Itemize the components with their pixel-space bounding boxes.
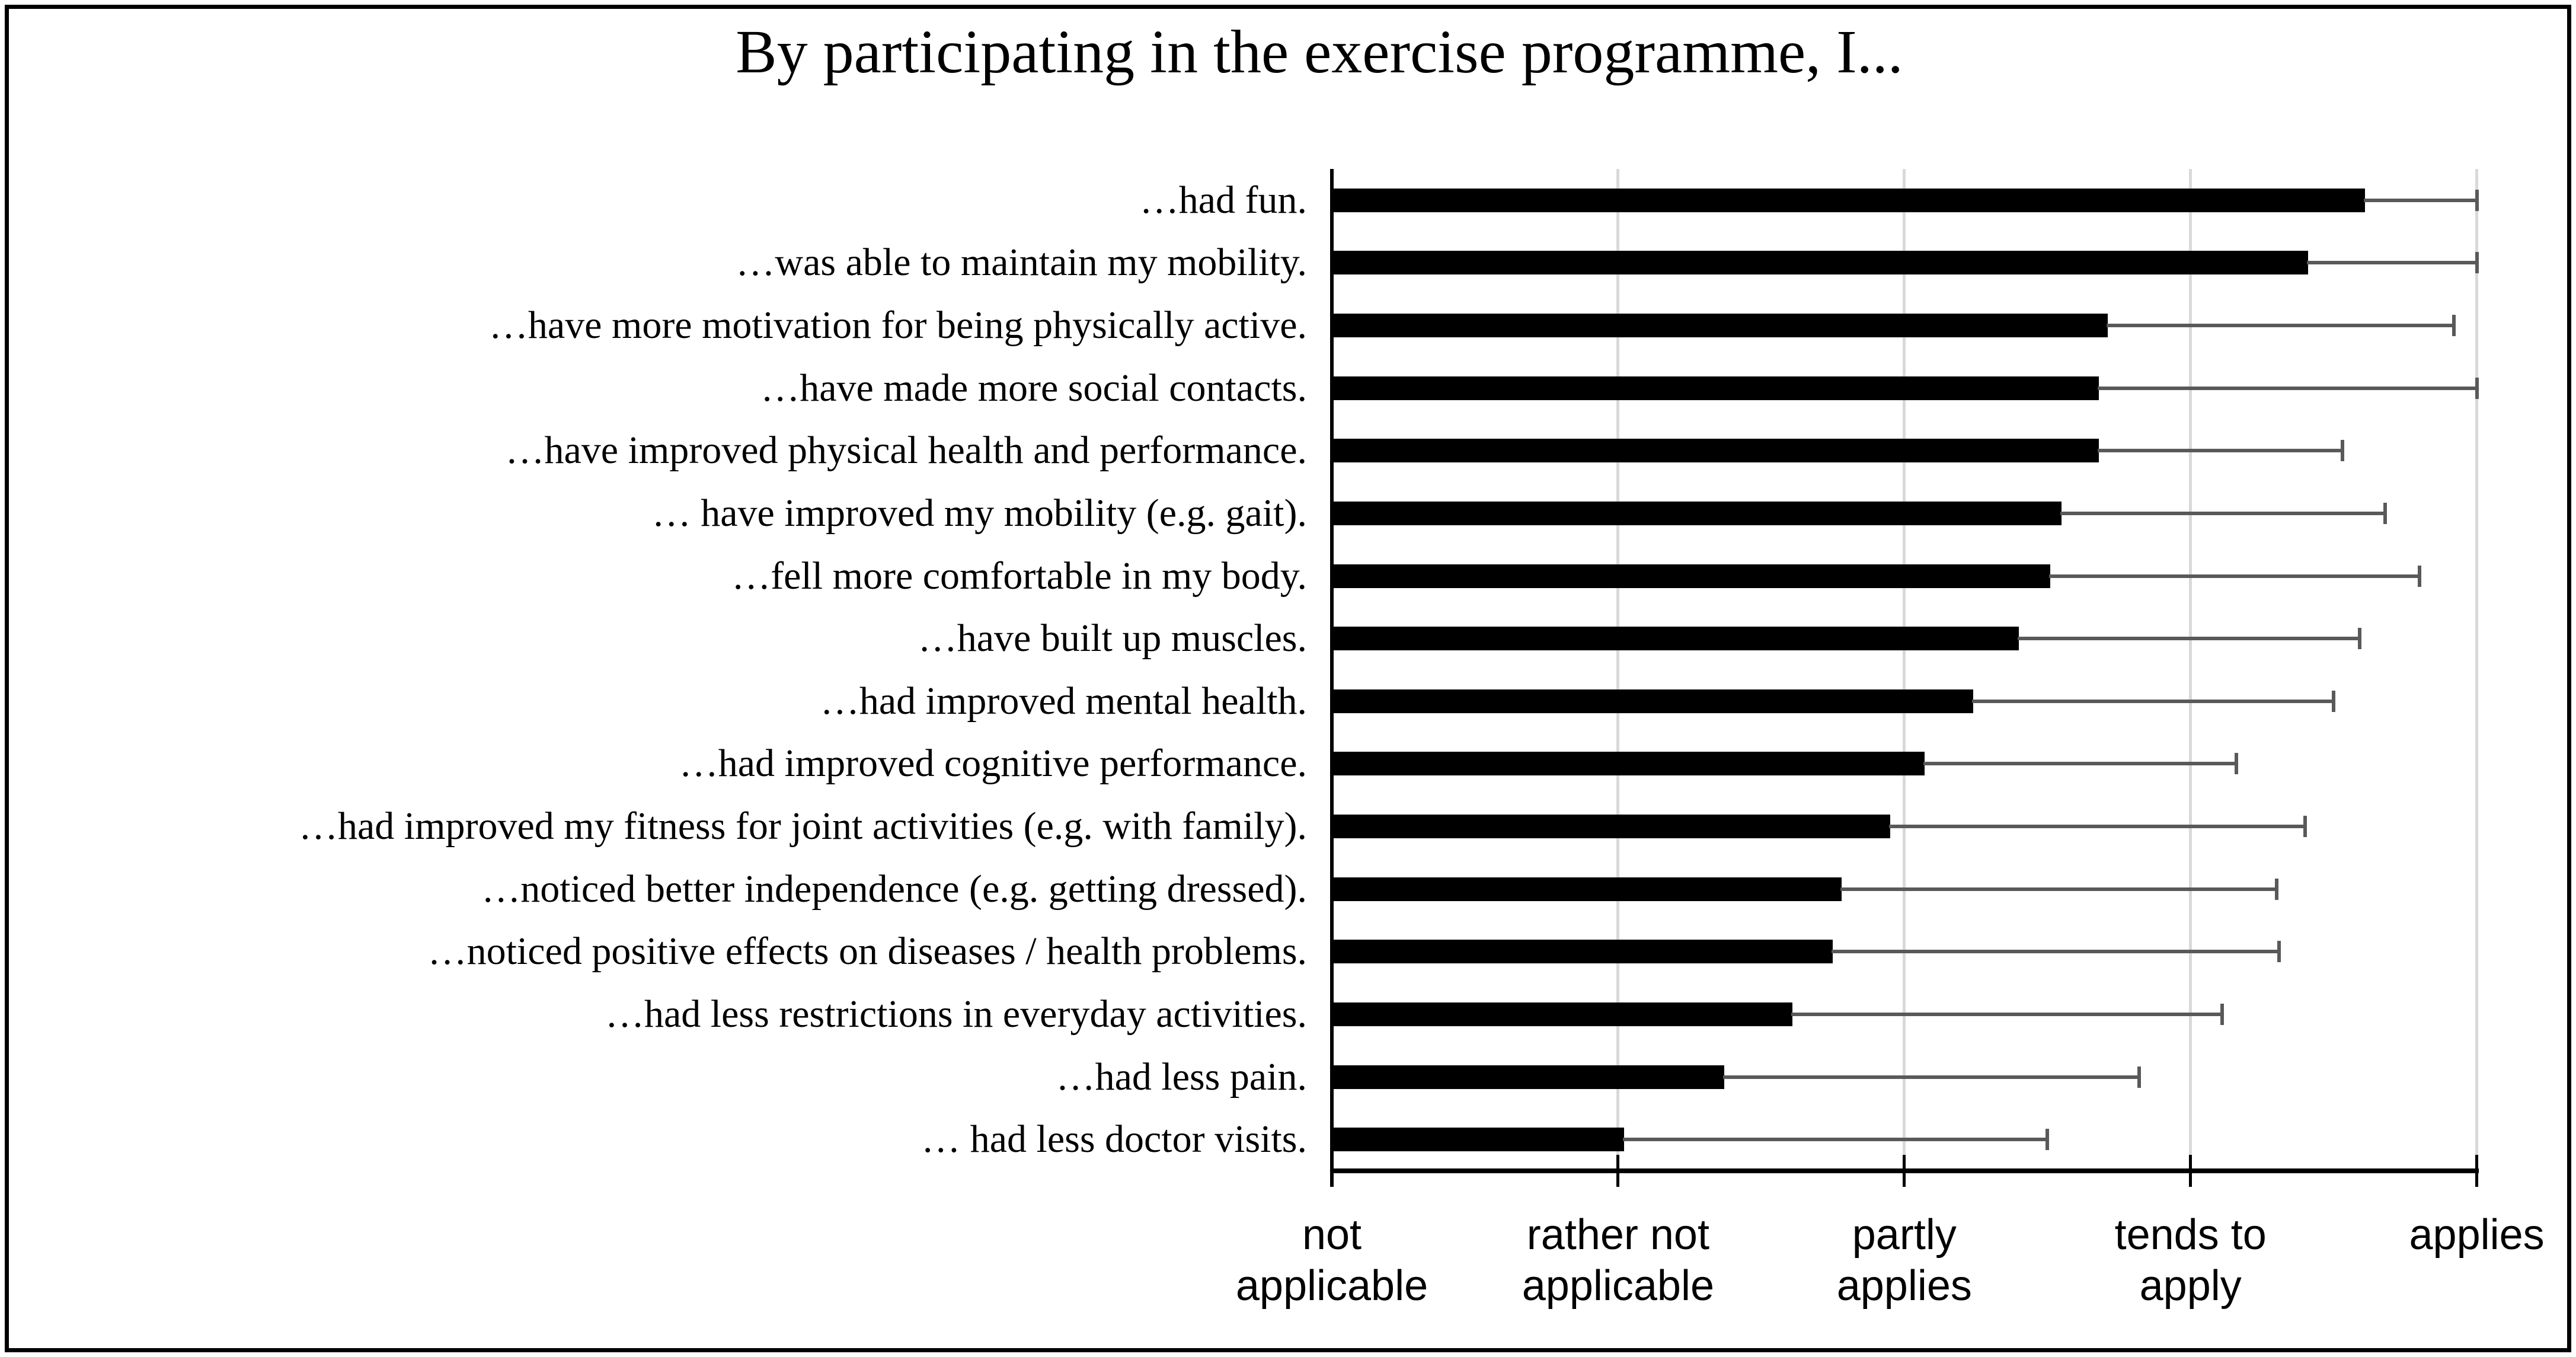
- bar: [1332, 1128, 1624, 1152]
- error-bar-cap: [2383, 502, 2388, 524]
- error-bar: [1722, 1075, 2139, 1079]
- error-bar-cap: [2274, 878, 2278, 900]
- x-axis-label: rather not applicable: [1411, 1209, 1826, 1311]
- error-bar-cap: [2475, 189, 2479, 211]
- error-bar: [2049, 574, 2420, 578]
- x-axis-label-line: applies: [2409, 1211, 2545, 1259]
- category-label: …fell more comfortable in my body.: [731, 554, 1307, 598]
- axis-tick: [1330, 1155, 1334, 1187]
- bar: [1332, 314, 2108, 338]
- error-bar: [1840, 887, 2277, 891]
- gridline: [1903, 169, 1906, 1168]
- axis-tick: [1903, 1155, 1906, 1187]
- error-bar: [1971, 699, 2334, 703]
- x-axis-label-line: applies: [1836, 1262, 1972, 1310]
- gridline: [2189, 169, 2193, 1168]
- category-label: …had less restrictions in everyday activ…: [605, 992, 1307, 1036]
- error-bar: [2098, 449, 2342, 453]
- error-bar-cap: [2220, 1003, 2224, 1025]
- bar: [1332, 877, 1842, 901]
- x-axis-label-line: rather not: [1526, 1211, 1709, 1259]
- y-axis-line: [1330, 169, 1334, 1187]
- error-bar-cap: [2046, 1129, 2050, 1151]
- x-axis-label-line: not: [1302, 1211, 1362, 1259]
- x-axis-label: tends to apply: [1983, 1209, 2398, 1311]
- error-bar-cap: [2332, 690, 2336, 712]
- error-bar-cap: [2475, 377, 2479, 399]
- x-axis-label-line: apply: [2139, 1262, 2242, 1310]
- bar: [1332, 251, 2308, 275]
- x-axis-label-line: partly: [1852, 1211, 1957, 1259]
- axis-tick: [2475, 1155, 2479, 1187]
- error-bar: [2306, 261, 2477, 265]
- category-label: …have built up muscles.: [918, 617, 1307, 660]
- error-bar-cap: [2418, 565, 2422, 587]
- x-axis-label-line: applicable: [1235, 1262, 1428, 1310]
- bar: [1332, 815, 1890, 839]
- category-label: …noticed positive effects on diseases / …: [427, 930, 1307, 973]
- bar: [1332, 627, 2019, 651]
- gridline: [1616, 169, 1620, 1168]
- error-bar-cap: [2452, 315, 2456, 337]
- error-bar-cap: [2357, 628, 2361, 650]
- category-label: … had less doctor visits.: [921, 1117, 1307, 1161]
- error-bar: [1923, 762, 2236, 766]
- x-axis-label: applies: [2270, 1209, 2576, 1260]
- category-label: …was able to maintain my mobility.: [736, 241, 1307, 285]
- axis-tick: [1616, 1155, 1620, 1187]
- bar: [1332, 1065, 1724, 1089]
- category-label: …had improved cognitive performance.: [679, 742, 1307, 786]
- error-bar: [1791, 1012, 2222, 1016]
- bar: [1332, 564, 2051, 588]
- bar: [1332, 188, 2366, 212]
- error-bar: [1888, 825, 2305, 829]
- category-label: …have made more social contacts.: [760, 366, 1307, 410]
- error-bar-cap: [2234, 753, 2238, 775]
- error-bar: [1622, 1138, 2048, 1142]
- bar: [1332, 439, 2099, 463]
- category-label: …had less pain.: [1056, 1055, 1307, 1099]
- category-label: …had improved my fitness for joint activ…: [299, 804, 1307, 848]
- bar: [1332, 689, 1973, 713]
- bar: [1332, 1002, 1793, 1026]
- error-bar-cap: [2340, 440, 2344, 462]
- error-bar: [2106, 324, 2454, 328]
- axis-tick: [2189, 1155, 2193, 1187]
- bar: [1332, 940, 1833, 964]
- x-axis-label-line: tends to: [2114, 1211, 2267, 1259]
- x-axis-label: partly applies: [1697, 1209, 2112, 1311]
- category-label: …had fun.: [1139, 178, 1307, 222]
- error-bar-cap: [2303, 816, 2307, 838]
- error-bar-cap: [2475, 252, 2479, 274]
- category-label: …have more motivation for being physical…: [488, 304, 1307, 347]
- error-bar: [2098, 386, 2477, 390]
- error-bar: [1832, 950, 2280, 954]
- error-bar-cap: [2277, 941, 2281, 963]
- category-label: …had improved mental health.: [820, 679, 1307, 723]
- error-bar: [2364, 198, 2477, 202]
- figure-border: [5, 5, 2571, 1352]
- category-label: …noticed better independence (e.g. getti…: [481, 867, 1307, 911]
- chart-title: By participating in the exercise program…: [736, 18, 1903, 86]
- category-label: … have improved my mobility (e.g. gait).: [651, 491, 1307, 535]
- bar: [1332, 501, 2062, 525]
- error-bar: [2060, 511, 2386, 515]
- bar: [1332, 752, 1925, 776]
- gridline: [2475, 169, 2479, 1168]
- bar: [1332, 376, 2099, 400]
- category-label: …have improved physical health and perfo…: [505, 429, 1307, 472]
- x-axis-label-line: applicable: [1522, 1262, 1715, 1310]
- error-bar-cap: [2137, 1066, 2141, 1088]
- x-axis-label: not applicable: [1124, 1209, 1539, 1311]
- error-bar: [2017, 637, 2360, 641]
